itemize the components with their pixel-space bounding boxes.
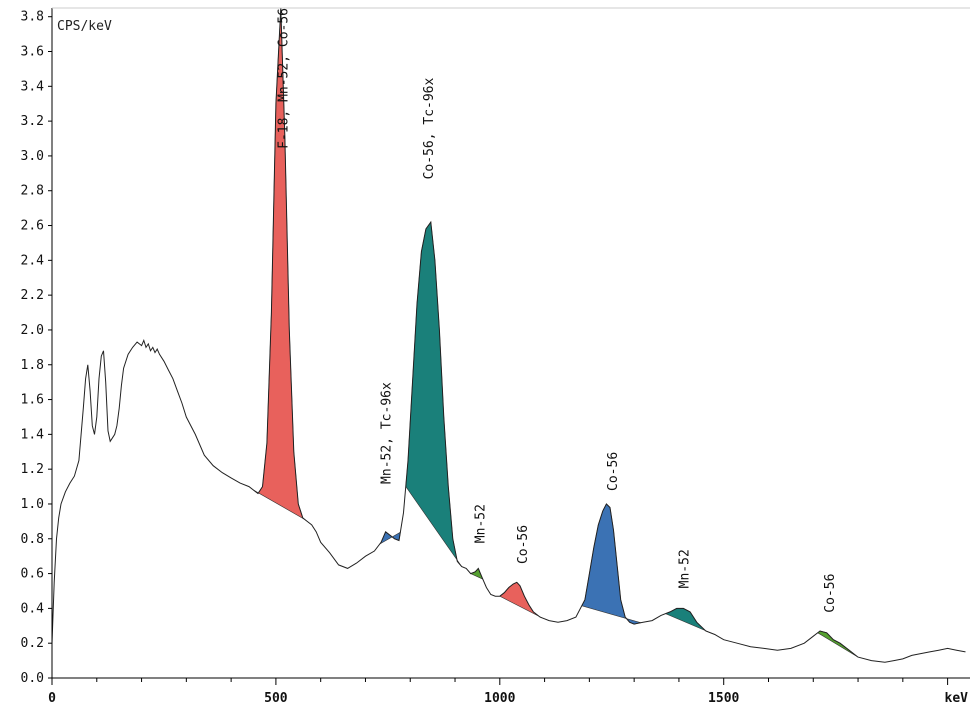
y-tick-label-14: 2.8 bbox=[21, 184, 44, 199]
y-tick-label-4: 0.8 bbox=[21, 532, 44, 547]
y-tick-label-0: 0.0 bbox=[21, 671, 44, 686]
peak-area-6 bbox=[664, 608, 713, 634]
labels-layer: F-18, Mn-52, Co-56 Mn-52, Tc-96x Co-56, Tc… bbox=[277, 8, 838, 613]
y-tick-label-6: 1.2 bbox=[21, 462, 44, 477]
x-tick-label-1: 500 bbox=[264, 691, 288, 706]
peak-label-0: F-18, Mn-52, Co-56 bbox=[277, 8, 292, 149]
y-tick-label-19: 3.8 bbox=[21, 10, 44, 25]
spectrum-line bbox=[51, 7, 966, 663]
peak-label-5: Co-56 bbox=[606, 452, 621, 491]
y-tick-label-17: 3.4 bbox=[21, 79, 45, 94]
y-tick-label-16: 3.2 bbox=[21, 114, 44, 129]
y-tick-label-15: 3.0 bbox=[21, 149, 44, 164]
peak-area-2 bbox=[405, 221, 462, 567]
peak-label-7: Co-56 bbox=[823, 574, 838, 613]
y-axis-label: CPS/keV bbox=[57, 19, 112, 34]
peaks-layer bbox=[253, 7, 859, 658]
y-tick-label-3: 0.6 bbox=[21, 567, 44, 582]
spectrum-layer bbox=[51, 7, 966, 663]
y-tick-label-13: 2.6 bbox=[21, 219, 44, 234]
y-tick-label-9: 1.8 bbox=[21, 358, 44, 373]
y-tick-label-1: 0.2 bbox=[21, 636, 44, 651]
y-tick-label-5: 1.0 bbox=[21, 497, 44, 512]
y-tick-label-18: 3.6 bbox=[21, 45, 44, 60]
peak-area-7 bbox=[817, 630, 859, 658]
y-tick-label-10: 2.0 bbox=[21, 323, 44, 338]
x-tick-label-0: 0 bbox=[48, 691, 56, 706]
peak-label-2: Co-56, Tc-96x bbox=[422, 77, 437, 179]
y-tick-label-8: 1.6 bbox=[21, 393, 44, 408]
y-tick-label-11: 2.2 bbox=[21, 288, 44, 303]
y-tick-label-12: 2.4 bbox=[21, 253, 45, 268]
x-tick-label-3: 1500 bbox=[708, 691, 739, 706]
x-axis-label: keV bbox=[945, 691, 969, 706]
y-tick-label-2: 0.4 bbox=[21, 601, 45, 616]
axes-layer: 0.0 0.2 0.4 0.6 0.8 1.0 1.2 1.4 1.6 1.8 2.0 2.2 2.4 2… bbox=[21, 7, 970, 706]
peak-label-3: Mn-52 bbox=[474, 504, 489, 543]
peak-label-6: Mn-52 bbox=[677, 549, 692, 588]
peak-label-4: Co-56 bbox=[516, 525, 531, 564]
peak-label-1: Mn-52, Tc-96x bbox=[380, 382, 395, 484]
x-tick-label-2: 1000 bbox=[484, 691, 515, 706]
y-tick-label-7: 1.4 bbox=[21, 427, 45, 442]
